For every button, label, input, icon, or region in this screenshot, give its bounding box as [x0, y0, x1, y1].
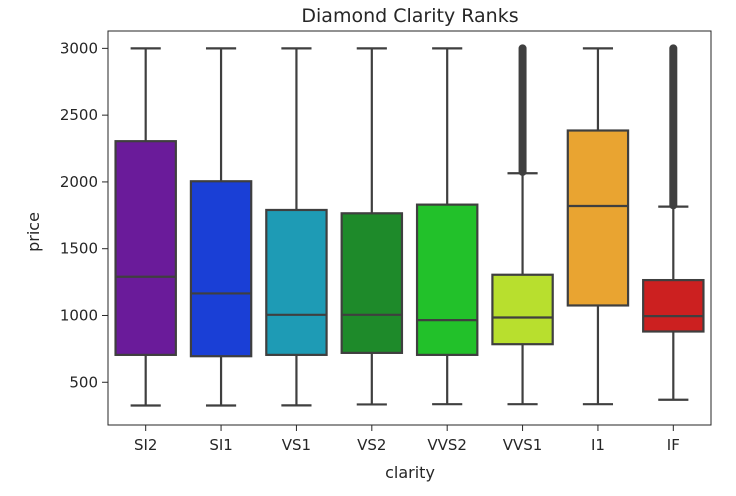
y-tick-label: 2000	[60, 173, 98, 191]
plot-area	[107, 30, 712, 426]
x-axis: SI2 SI1 VS1 VS2 VVS2 VVS1 I1 IF	[134, 425, 680, 454]
box-i1	[566, 47, 630, 406]
box-iqr	[566, 129, 630, 307]
x-tick-label: IF	[667, 436, 680, 454]
x-tick-label: VS1	[282, 436, 311, 454]
box-si2	[114, 47, 177, 407]
box-si1	[189, 47, 253, 407]
y-tick-label: 3000	[60, 39, 98, 57]
box-iqr	[340, 212, 404, 354]
box-iqr	[265, 208, 328, 356]
x-tick-label: I1	[591, 436, 605, 454]
box-if	[642, 44, 705, 401]
y-tick-label: 2500	[60, 106, 98, 124]
y-tick-label: 1500	[60, 240, 98, 258]
box-iqr	[642, 278, 705, 333]
box-vvs1	[491, 44, 554, 406]
chart-title: Diamond Clarity Ranks	[301, 5, 518, 27]
y-tick-label: 500	[69, 373, 98, 391]
box-vs1	[265, 47, 328, 407]
x-tick-label: VS2	[357, 436, 386, 454]
y-tick-label: 1000	[60, 306, 98, 324]
box-iqr	[415, 203, 479, 356]
box-vs2	[340, 47, 404, 406]
box-iqr	[189, 180, 253, 358]
box-iqr	[491, 273, 554, 346]
y-axis-label: price	[24, 212, 43, 252]
box-iqr	[114, 140, 177, 356]
x-axis-label: clarity	[385, 463, 435, 482]
x-tick-label: SI2	[134, 436, 158, 454]
box-vvs2	[415, 47, 479, 406]
plot-frame	[107, 30, 712, 426]
x-tick-label: SI1	[209, 436, 233, 454]
y-axis: 500 1000 1500 2000 2500 3000	[60, 39, 108, 391]
x-tick-label: VVS2	[427, 436, 467, 454]
x-tick-label: VVS1	[503, 436, 543, 454]
